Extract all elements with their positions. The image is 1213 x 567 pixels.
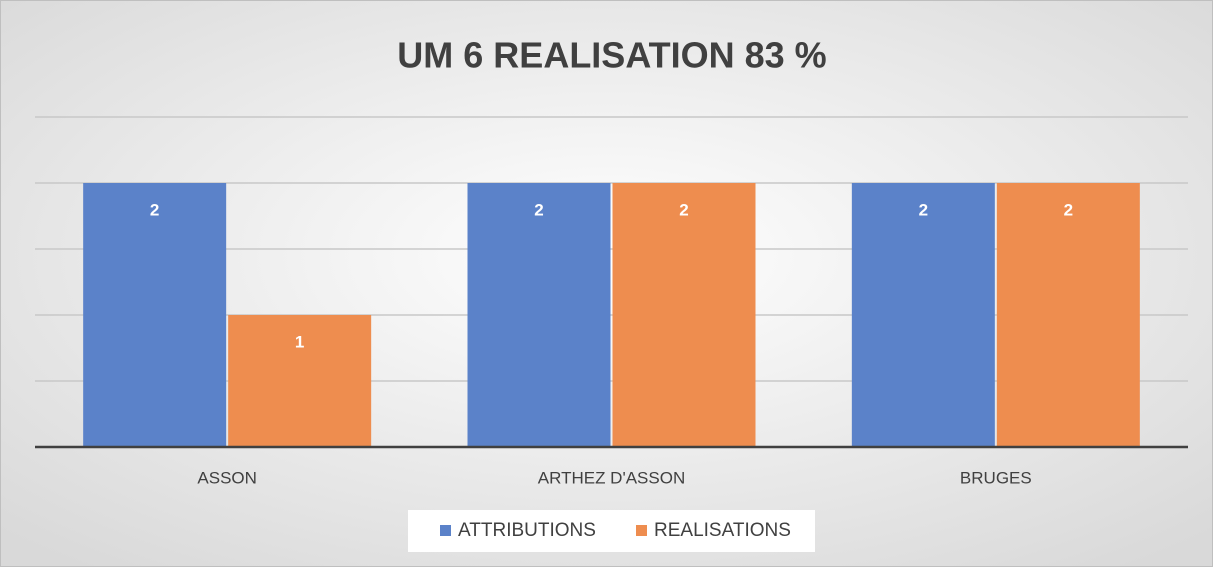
x-tick-label: ARTHEZ D'ASSON bbox=[538, 468, 685, 487]
bar bbox=[851, 183, 995, 447]
legend-swatch bbox=[440, 525, 451, 536]
data-label: 2 bbox=[919, 200, 928, 219]
chart-title: UM 6 REALISATION 83 % bbox=[397, 35, 826, 76]
data-label: 2 bbox=[679, 200, 688, 219]
x-tick-label: BRUGES bbox=[960, 468, 1032, 487]
bar bbox=[467, 183, 611, 447]
bar bbox=[612, 183, 756, 447]
legend-swatch bbox=[636, 525, 647, 536]
legend-box bbox=[408, 510, 815, 552]
bar bbox=[996, 183, 1140, 447]
legend-label: REALISATIONS bbox=[654, 520, 791, 541]
bar bbox=[83, 183, 227, 447]
bar bbox=[228, 315, 372, 447]
data-label: 2 bbox=[534, 200, 543, 219]
data-label: 2 bbox=[1064, 200, 1073, 219]
legend-label: ATTRIBUTIONS bbox=[458, 520, 596, 541]
x-tick-label: ASSON bbox=[197, 468, 257, 487]
data-label: 1 bbox=[295, 332, 304, 351]
data-label: 2 bbox=[150, 200, 159, 219]
